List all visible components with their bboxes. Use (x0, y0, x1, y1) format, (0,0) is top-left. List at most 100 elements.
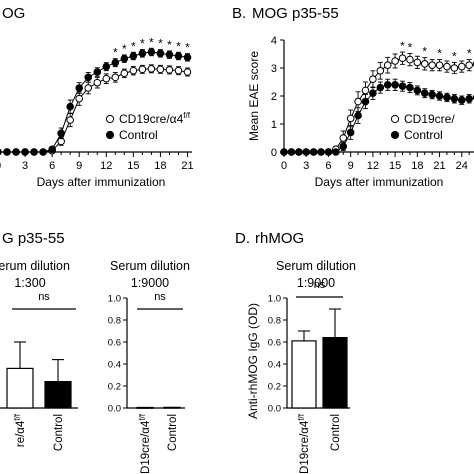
x-tick-label: 24 (456, 160, 468, 172)
chart-panel-c-1-300: Serum dilution 1:300 re/α4f/f Control ns (0, 259, 78, 451)
data-point (443, 62, 451, 71)
x-tick-label: 6 (49, 160, 55, 172)
bar (291, 340, 317, 409)
x-axis-label: Days after immunization (315, 175, 444, 189)
data-point (12, 148, 20, 156)
data-point (450, 95, 459, 103)
x-tick-label: 3 (303, 160, 309, 172)
data-point (413, 86, 422, 95)
data-point (398, 82, 407, 90)
legend-label: CD19cre/ (404, 112, 455, 126)
data-point (156, 65, 165, 74)
data-point (420, 89, 429, 97)
data-point (39, 148, 47, 156)
data-point (391, 57, 399, 65)
significance-star: * (400, 39, 405, 53)
bar (6, 367, 34, 409)
data-point (84, 73, 93, 82)
significance-star: * (437, 47, 442, 61)
significance-star: * (452, 49, 457, 63)
data-point (450, 64, 459, 72)
category-label-superscript: f/f (138, 413, 147, 420)
y-tick-label: 0.4 (268, 360, 281, 371)
significance-star: * (408, 40, 413, 54)
data-point (369, 75, 377, 83)
y-tick-label: 0.8 (108, 316, 121, 327)
x-tick-label: 0 (281, 160, 287, 172)
data-point (111, 58, 120, 67)
data-point (102, 62, 111, 71)
data-point (383, 61, 392, 69)
x-tick-label: 15 (127, 160, 139, 172)
panel-d-letter: D. (235, 230, 250, 247)
significance-star: * (167, 38, 172, 52)
significance-star: * (176, 39, 181, 53)
significance-star: * (467, 47, 472, 61)
series-line-1 (0, 51, 188, 153)
bar-chart-title: 1:9000 (297, 276, 335, 290)
panel-b-title: MOG p35-55 (252, 5, 339, 22)
legend-marker (105, 114, 115, 124)
data-point (354, 97, 362, 106)
x-tick-label: 6 (325, 160, 331, 172)
data-point (435, 92, 444, 100)
data-point (147, 48, 156, 56)
x-tick-label: 21 (433, 160, 445, 172)
bar (44, 381, 72, 409)
category-label: Control (53, 414, 65, 451)
category-label-main: CD19cre/α4 (140, 420, 152, 474)
data-point (57, 129, 65, 138)
x-tick-label: 12 (100, 160, 112, 172)
y-tick-label: 1.0 (268, 294, 281, 305)
category-label: CD19cre/α4f/f (138, 413, 152, 474)
y-tick-label: 1 (271, 119, 277, 131)
data-point (346, 128, 355, 137)
data-point (435, 61, 444, 69)
data-point (0, 148, 2, 156)
y-tick-label: 0.0 (108, 404, 121, 415)
significance-star: * (122, 42, 127, 56)
y-tick-label: 0.8 (268, 316, 281, 327)
x-tick-label: 9 (76, 160, 82, 172)
bar-chart-title: Serum dilution (0, 259, 70, 273)
data-point (457, 62, 466, 71)
data-point (102, 74, 111, 83)
data-point (324, 148, 333, 156)
data-point (75, 94, 84, 103)
data-point (30, 148, 38, 156)
significance-star: * (158, 37, 163, 51)
y-tick-label: 0.2 (108, 382, 121, 393)
data-point (361, 86, 370, 95)
y-axis-label: Anti-rhMOG IgG (OD) (246, 303, 260, 419)
x-tick-label: 12 (367, 160, 379, 172)
data-point (21, 148, 29, 156)
comparison-label: ns (38, 291, 50, 303)
data-point (346, 114, 355, 123)
data-point (428, 61, 436, 69)
data-point (361, 97, 370, 106)
category-label: Control (330, 414, 342, 451)
y-axis-label: Mean EAE score (247, 51, 261, 141)
data-point (443, 93, 451, 102)
data-point (183, 68, 192, 76)
data-point (84, 84, 93, 92)
legend-label-superscript: f/f (183, 111, 190, 120)
significance-star: * (140, 37, 145, 51)
panel-a-title: OG (2, 5, 25, 22)
category-label: Control (167, 414, 179, 451)
chart-panel-d: 0.0 0.2 0.4 0.6 0.8 1.0 Anti-rhMOG IgG (OD) Ser… (246, 259, 356, 474)
data-point (309, 148, 318, 156)
data-point (138, 49, 147, 58)
data-point (339, 134, 348, 142)
y-tick-label: 0.6 (268, 338, 281, 349)
significance-star: * (113, 46, 118, 60)
data-point (66, 116, 74, 124)
x-tick-label: 18 (154, 160, 166, 172)
data-point (120, 54, 129, 63)
legend-marker (390, 130, 400, 140)
bar-chart-title: Serum dilution (110, 259, 190, 273)
data-point (413, 58, 422, 67)
category-label-main: CD19cre/α4 (299, 420, 311, 474)
data-point (295, 148, 303, 156)
data-point (383, 81, 392, 89)
